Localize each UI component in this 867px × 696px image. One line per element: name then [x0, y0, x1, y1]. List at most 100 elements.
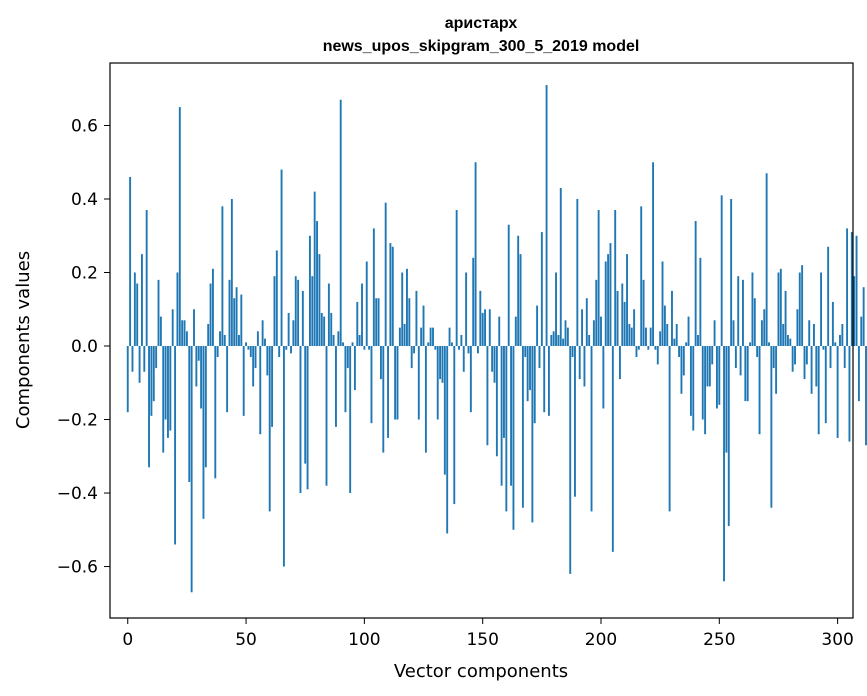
bar-component-279	[786, 334, 789, 347]
x-tick-label: 0	[122, 630, 133, 650]
bar-component-274	[775, 346, 778, 394]
bar-component-163	[512, 346, 515, 530]
bar-component-81	[318, 254, 321, 347]
bar-component-177	[545, 85, 548, 347]
bar-component-26	[188, 346, 191, 482]
bar-component-170	[529, 346, 531, 391]
bar-component-109	[384, 202, 387, 347]
bar-component-69	[290, 346, 292, 354]
bar-component-154	[491, 346, 494, 372]
bar-component-8	[145, 210, 148, 347]
bar-component-147	[474, 162, 477, 347]
bar-component-245	[706, 346, 709, 387]
bar-component-306	[850, 232, 853, 347]
bar-component-82	[320, 312, 323, 347]
bar-component-113	[394, 346, 397, 420]
bar-component-183	[559, 187, 562, 347]
bar-component-289	[810, 346, 813, 394]
bar-component-160	[505, 346, 508, 512]
bar-component-65	[280, 169, 283, 347]
bar-component-189	[574, 346, 576, 497]
bar-component-127	[427, 342, 430, 347]
bar-component-176	[543, 346, 546, 413]
bar-component-238	[689, 346, 692, 416]
bar-component-185	[564, 320, 567, 347]
bar-component-74	[301, 290, 304, 347]
bar-component-311	[862, 287, 865, 347]
bar-component-270	[765, 173, 768, 347]
bar-component-236	[685, 342, 688, 347]
bar-component-251	[720, 195, 723, 347]
y-tick-label: 0.6	[71, 116, 98, 136]
bar-component-164	[514, 316, 517, 347]
bar-component-136	[448, 327, 451, 347]
bar-component-87	[332, 334, 335, 347]
bar-component-271	[768, 342, 770, 347]
bar-component-135	[446, 346, 449, 534]
bar-component-249	[715, 346, 718, 409]
bars-group	[126, 85, 867, 593]
bar-component-13	[157, 279, 160, 347]
bar-component-120	[410, 346, 413, 369]
bar-component-77	[309, 235, 311, 347]
bar-component-14	[159, 316, 162, 347]
y-tick-label: −0.2	[57, 411, 98, 431]
bar-component-285	[801, 265, 804, 347]
y-axis-label: Components values	[13, 251, 34, 429]
bar-component-179	[550, 334, 553, 347]
bar-component-1	[129, 176, 132, 347]
bar-component-240	[694, 221, 697, 347]
bar-component-37	[214, 346, 217, 479]
bar-component-2	[131, 346, 134, 372]
bar-component-4	[136, 283, 139, 347]
bar-component-301	[839, 334, 841, 347]
bar-component-103	[370, 346, 373, 424]
bar-component-133	[441, 346, 444, 383]
x-tick-label: 300	[821, 630, 853, 650]
bar-component-107	[379, 346, 382, 380]
bar-component-63	[275, 250, 278, 347]
bar-component-171	[531, 346, 534, 523]
bar-component-116	[401, 272, 404, 347]
bar-component-310	[860, 316, 863, 347]
bar-component-188	[571, 346, 574, 358]
bar-component-210	[623, 301, 626, 347]
y-tick-label: 0.4	[71, 190, 98, 210]
bar-component-253	[725, 346, 728, 453]
bar-component-17	[167, 346, 169, 438]
bar-component-246	[708, 346, 711, 387]
bar-component-173	[536, 305, 539, 347]
bar-component-234	[680, 346, 683, 394]
bar-component-88	[335, 346, 337, 427]
bar-component-96	[353, 346, 356, 391]
bar-component-190	[576, 198, 579, 347]
bar-component-59	[266, 346, 269, 376]
bar-component-123	[417, 346, 420, 420]
bar-component-76	[306, 346, 309, 490]
bar-component-191	[578, 346, 581, 380]
bar-component-31	[200, 346, 203, 409]
bar-component-51	[247, 346, 250, 350]
bar-component-300	[836, 346, 839, 438]
bar-component-263	[749, 342, 752, 347]
bar-component-93	[346, 346, 349, 369]
bar-component-233	[678, 346, 681, 358]
bar-component-298	[831, 301, 834, 347]
bar-component-155	[493, 346, 496, 383]
bar-component-308	[855, 235, 858, 347]
bar-component-118	[406, 268, 408, 347]
bar-component-293	[820, 272, 822, 347]
bar-component-115	[398, 327, 401, 347]
bar-component-267	[758, 346, 761, 435]
bar-component-261	[744, 346, 747, 402]
x-tick-label: 250	[703, 630, 735, 650]
bar-component-304	[846, 228, 849, 347]
bar-component-229	[668, 346, 671, 512]
bar-component-102	[368, 346, 371, 350]
bar-component-265	[753, 298, 756, 347]
bar-component-48	[240, 294, 243, 347]
bar-component-235	[682, 346, 685, 376]
chart-title: аристарх	[445, 15, 518, 32]
bar-component-312	[865, 346, 867, 446]
bar-component-149	[479, 290, 482, 347]
